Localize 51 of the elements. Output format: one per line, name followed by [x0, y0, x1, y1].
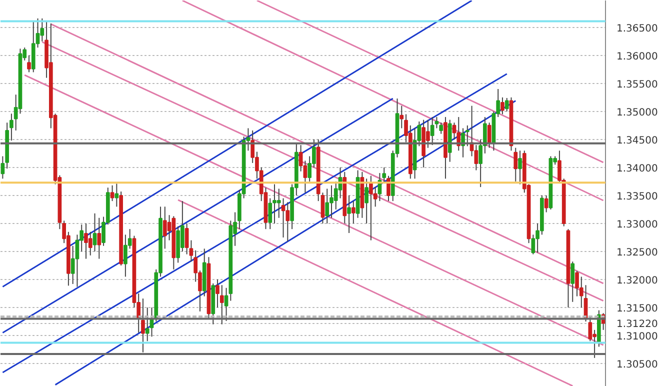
candlestick: [189, 240, 194, 262]
candlestick: [110, 184, 114, 202]
candlestick: [88, 231, 92, 256]
y-tick-label: 1.36000: [616, 51, 658, 62]
candlestick: [141, 298, 145, 353]
candlestick: [456, 116, 461, 152]
candlestick: [400, 105, 404, 129]
y-tick-label: 1.32500: [616, 247, 658, 258]
candlestick: [162, 206, 167, 250]
candlestick: [514, 147, 518, 182]
candlestick: [382, 166, 386, 182]
y-tick-label: 1.35500: [616, 79, 658, 90]
candlestick: [364, 178, 368, 224]
candlestick: [97, 217, 102, 260]
candlestick: [579, 276, 584, 308]
candlestick: [145, 307, 150, 342]
candlestick: [325, 188, 330, 224]
candlestick: [465, 124, 470, 147]
candlestick: [439, 122, 444, 134]
candlestick: [347, 194, 351, 234]
candlestick: [216, 278, 220, 308]
candlestick: [351, 200, 356, 224]
candlestick: [504, 97, 509, 112]
candlestick: [184, 222, 189, 255]
y-tick-label: 1.33500: [616, 191, 658, 202]
candlestick: [27, 54, 31, 73]
candlestick: [92, 212, 97, 252]
candlestick: [544, 194, 548, 213]
candlestick: [220, 284, 224, 325]
y-tick-label: 1.36500: [616, 23, 658, 34]
y-tick-label: 1.34500: [616, 135, 658, 146]
y-tick-label: 1.31220: [616, 319, 658, 330]
candlestick: [430, 116, 434, 146]
y-tick-label: 1.31000: [616, 332, 658, 343]
candlestick: [10, 113, 14, 142]
y-tick-label: 1.31500: [616, 304, 658, 315]
candlestick: [0, 156, 5, 180]
y-tick-label: 1.35000: [616, 107, 658, 118]
candlestick: [518, 150, 522, 185]
candlestick: [500, 96, 504, 115]
candlestick: [334, 180, 338, 210]
y-tick-label: 1.30500: [616, 360, 658, 371]
candlestick: [281, 198, 286, 238]
candlestick: [286, 202, 290, 242]
y-tick-label: 1.34000: [616, 163, 658, 174]
candlestick: [570, 261, 575, 302]
candlestick: [75, 234, 80, 288]
y-tick-label: 1.33000: [616, 219, 658, 230]
candlestick: [276, 188, 281, 218]
y-tick-label: 1.32000: [616, 275, 658, 286]
candlestick: [268, 198, 272, 230]
